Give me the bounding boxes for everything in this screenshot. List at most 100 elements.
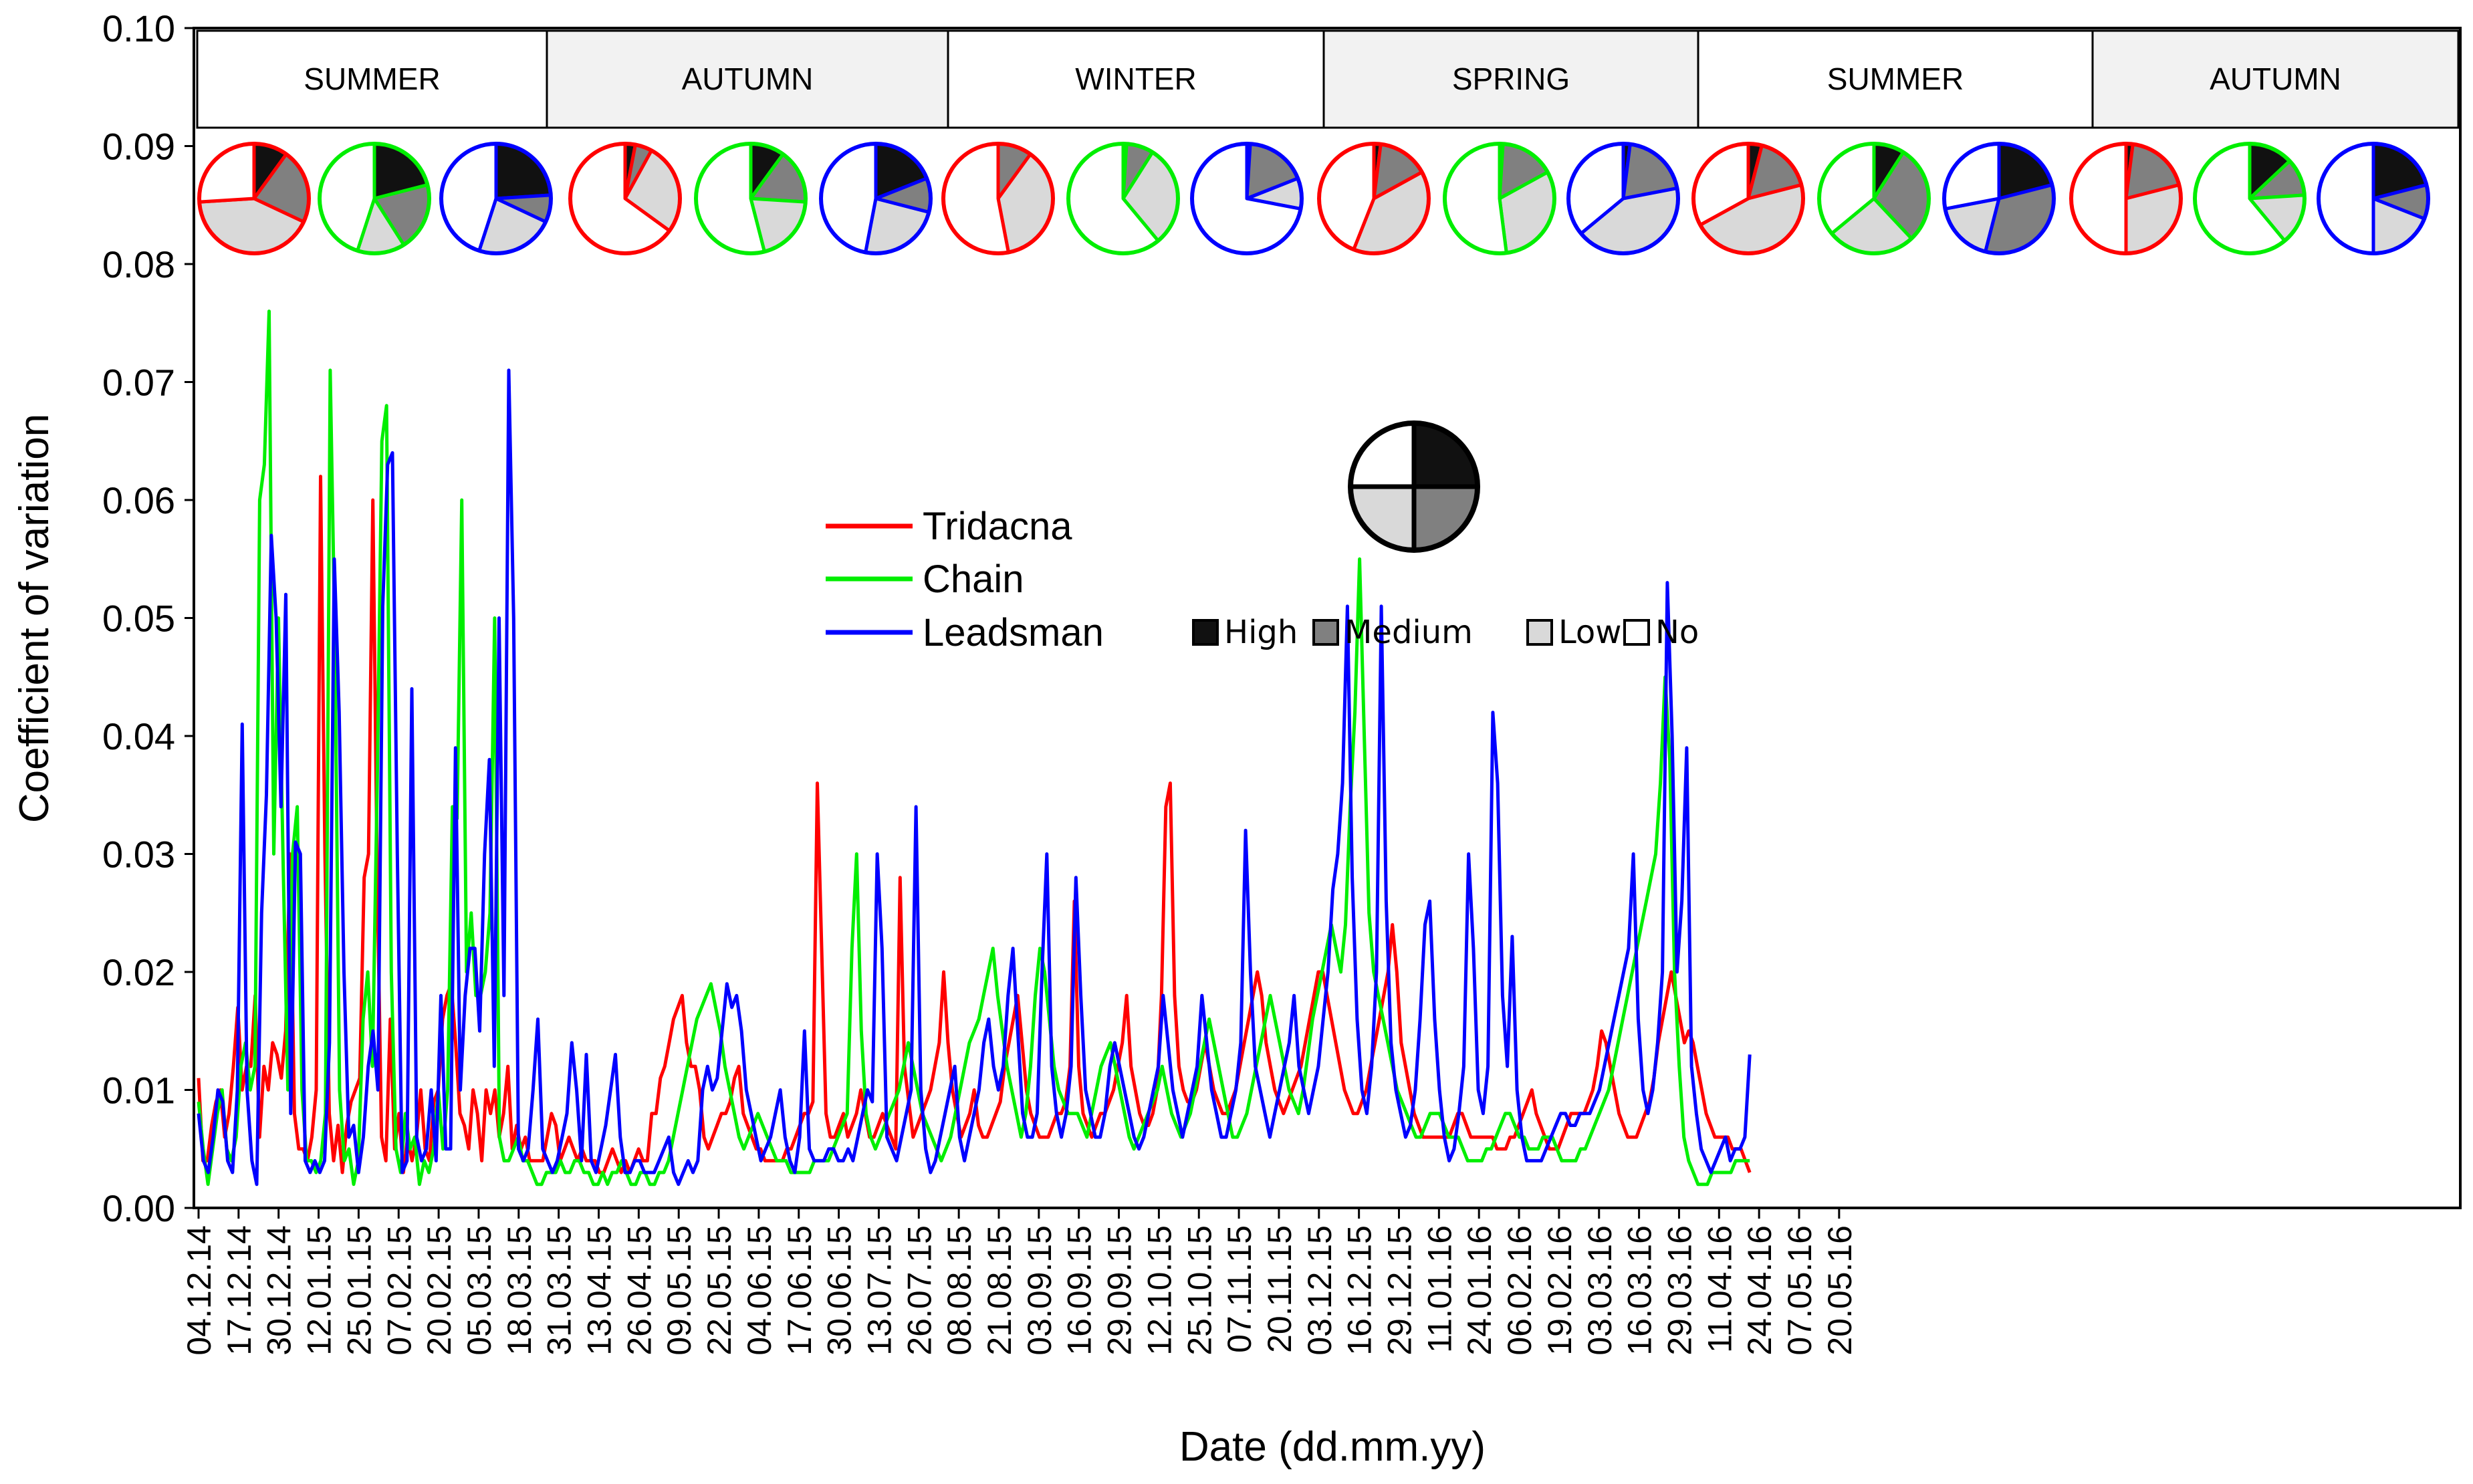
pie-outline — [197, 142, 311, 255]
pie-chart — [1817, 142, 1931, 255]
pie-chart — [318, 142, 431, 255]
pie-outline — [2317, 142, 2430, 255]
pie-chart — [694, 142, 808, 255]
category-label: Low — [1558, 614, 1622, 651]
y-tick-label: 0.04 — [102, 715, 175, 757]
x-tick-label: 18.03.15 — [501, 1225, 538, 1356]
season-pie-charts — [197, 142, 2430, 255]
y-tick-label: 0.01 — [102, 1070, 175, 1112]
pie-chart — [819, 142, 933, 255]
x-tick-label: 07.02.15 — [380, 1225, 418, 1356]
pie-outline — [1817, 142, 1931, 255]
x-tick-label: 30.06.15 — [821, 1225, 858, 1356]
season-box — [1322, 29, 1699, 129]
y-tick-label: 0.09 — [102, 126, 175, 168]
x-tick-label: 07.05.16 — [1781, 1225, 1818, 1356]
x-tick-label: 12.01.15 — [301, 1225, 338, 1356]
x-tick-label: 13.04.15 — [581, 1225, 618, 1356]
season-label: SUMMER — [1827, 61, 1964, 96]
x-tick-label: 24.01.16 — [1461, 1225, 1498, 1356]
x-tick-label: 08.08.15 — [941, 1225, 978, 1356]
y-axis: 0.00 0.01 0.02 0.03 0.04 0.05 0.06 0.07 0.08 0.09… — [102, 7, 194, 1229]
category-swatch — [1623, 619, 1650, 646]
x-tick-label: 20.02.15 — [421, 1225, 458, 1356]
pie-chart — [568, 142, 682, 255]
y-tick-label: 0.03 — [102, 834, 175, 876]
category-swatch — [1192, 619, 1219, 646]
x-tick-label: 20.11.15 — [1261, 1225, 1298, 1353]
y-axis-title: Coefficient of variation — [11, 414, 57, 823]
pie-chart — [1190, 142, 1304, 255]
pie-outline — [1066, 142, 1180, 255]
pie-outline — [1443, 142, 1556, 255]
x-tick-label: 16.12.15 — [1341, 1225, 1379, 1356]
legend-label: Tridacna — [923, 505, 1072, 548]
x-tick-label: 13.07.15 — [860, 1225, 898, 1356]
pie-outline — [819, 142, 933, 255]
series-legend: Tridacna Chain Leadsman — [826, 505, 1104, 654]
pie-outline — [2193, 142, 2307, 255]
pie-chart — [2193, 142, 2307, 255]
x-tick-label: 17.06.15 — [781, 1225, 818, 1356]
x-tick-label: 26.07.15 — [901, 1225, 938, 1356]
x-tick-label: 24.04.16 — [1741, 1225, 1778, 1356]
pie-outline — [1317, 142, 1431, 255]
season-label: AUTUMN — [682, 61, 814, 96]
pie-chart — [1691, 142, 1805, 255]
pie-outline — [1942, 142, 2056, 255]
x-tick-label: 11.01.16 — [1421, 1225, 1458, 1353]
category-label: High — [1224, 614, 1298, 651]
pie-outline — [694, 142, 808, 255]
series-line-leadsman — [197, 368, 1752, 1187]
y-tick-label: 0.06 — [102, 479, 175, 521]
pie-chart — [1443, 142, 1556, 255]
y-tick-label: 0.07 — [102, 362, 175, 404]
pie-chart — [1317, 142, 1431, 255]
x-tick-label: 25.01.15 — [340, 1225, 378, 1356]
pie-outline — [439, 142, 553, 255]
pie-chart — [1566, 142, 1680, 255]
x-tick-label: 09.05.15 — [661, 1225, 698, 1356]
season-box — [947, 29, 1325, 129]
pie-outline — [941, 142, 1055, 255]
season-box — [1697, 29, 2094, 129]
x-tick-label: 11.04.16 — [1701, 1225, 1738, 1353]
y-tick-label: 0.10 — [102, 7, 175, 49]
pie-outline — [568, 142, 682, 255]
pie-chart — [2317, 142, 2430, 255]
x-tick-label: 20.05.16 — [1821, 1225, 1859, 1356]
x-tick-label: 26.04.15 — [620, 1225, 658, 1356]
x-tick-label: 29.09.15 — [1101, 1225, 1139, 1356]
x-tick-label: 04.06.15 — [741, 1225, 778, 1356]
x-tick-label: 16.09.15 — [1061, 1225, 1098, 1356]
pie-outline — [1566, 142, 1680, 255]
x-tick-label: 05.03.15 — [461, 1225, 498, 1356]
pie-chart — [439, 142, 553, 255]
y-tick-label: 0.05 — [102, 598, 175, 640]
category-legend: High Medium Low No — [1192, 614, 1699, 651]
key-pie-outline — [1348, 420, 1480, 553]
x-tick-label: 04.12.14 — [181, 1225, 218, 1356]
series-lines — [197, 310, 1752, 1187]
legend-label: Leadsman — [923, 611, 1104, 654]
y-tick-label: 0.00 — [102, 1187, 175, 1229]
category-key-pie — [1348, 420, 1480, 553]
x-tick-label: 22.05.15 — [701, 1225, 738, 1356]
pie-outline — [1691, 142, 1805, 255]
x-tick-label: 07.11.15 — [1221, 1225, 1258, 1353]
season-box — [196, 29, 548, 129]
x-tick-label: 16.03.16 — [1621, 1225, 1659, 1356]
pie-chart — [2069, 142, 2183, 255]
x-tick-label: 29.12.15 — [1381, 1225, 1419, 1356]
x-axis: 04.12.14 17.12.14 30.12.14 12.01.15 25.01.15… — [181, 1208, 1859, 1356]
season-header: SUMMER AUTUMN WINTER SPRING SUMMER AUTUMN — [196, 29, 2460, 129]
x-tick-label: 21.08.15 — [981, 1225, 1018, 1356]
season-box — [546, 29, 949, 129]
season-label: SUMMER — [304, 61, 440, 96]
season-box — [2091, 29, 2460, 129]
category-swatch — [1312, 619, 1339, 646]
legend-label: Chain — [923, 558, 1024, 601]
x-tick-label: 03.03.16 — [1581, 1225, 1619, 1356]
pie-outline — [1190, 142, 1304, 255]
